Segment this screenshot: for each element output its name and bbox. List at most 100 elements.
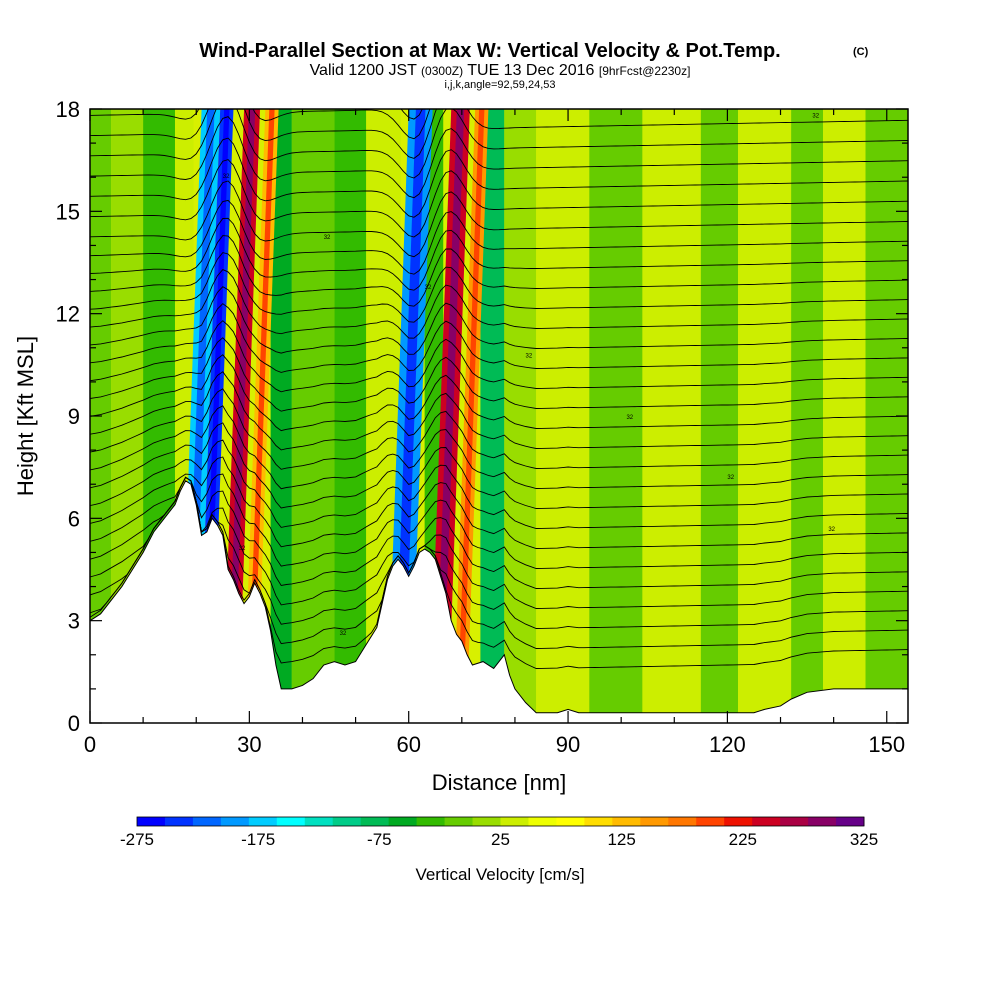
y-axis: 0 3 6 9 12 15 18 (56, 97, 908, 736)
chart-subtitle: Valid 1200 JST (0300Z) TUE 13 Dec 2016 [… (310, 62, 691, 79)
colorbar-swatch (360, 817, 390, 826)
colorbar-swatch (780, 817, 809, 826)
terrain-mask (90, 480, 908, 723)
colorbar-swatch (248, 817, 278, 826)
colorbar-label: 25 (491, 830, 510, 849)
velocity-band-core (226, 109, 256, 723)
theta-contour (90, 235, 908, 307)
colorbar-swatch (137, 817, 166, 826)
colorbar-label: -175 (241, 830, 275, 849)
x-axis: 0 30 60 90 120 150 (84, 109, 905, 757)
colorbar-swatch (276, 817, 306, 826)
theta-contour (90, 476, 908, 649)
theta-contour (90, 439, 908, 529)
theta-contour (90, 354, 908, 432)
velocity-band-core (247, 109, 275, 723)
colorbar-swatch (332, 817, 362, 826)
plot-area: 32 32 32 32 32 32 32 32 32 32 (90, 109, 908, 723)
colorbar-swatch (528, 817, 557, 826)
theta-contour (90, 109, 908, 159)
theta-contour (90, 473, 908, 569)
contour-label: 32 (239, 546, 246, 552)
y-tick-label: 15 (56, 199, 80, 224)
colorbar-swatch (724, 817, 753, 826)
contour-labels: 32 32 32 32 32 32 32 32 32 32 (223, 113, 836, 637)
theta-contour (90, 476, 908, 609)
colorbar-swatch (444, 817, 474, 826)
theta-contour (90, 217, 908, 291)
chart-title: Wind-Parallel Section at Max W: Vertical… (199, 40, 780, 62)
theta-contour (90, 199, 908, 275)
colorbar-label: -75 (367, 830, 392, 849)
y-tick-label: 6 (68, 506, 80, 531)
contour-label: 32 (425, 285, 432, 291)
velocity-stripe (700, 109, 739, 723)
colorbar-swatch (612, 817, 641, 826)
subtitle-utc: (0300Z) (421, 64, 463, 78)
chart-indices: i,j,k,angle=92,59,24,53 (444, 79, 555, 91)
theta-contour (90, 476, 908, 669)
theta-contour (90, 337, 908, 412)
colorbar-swatch (164, 817, 194, 826)
x-tick-label: 30 (237, 732, 261, 757)
contour-label: 32 (727, 475, 734, 481)
theta-contour (90, 180, 908, 258)
theta-contour (90, 303, 908, 373)
x-tick-label: 0 (84, 732, 96, 757)
contour-label: 32 (526, 354, 533, 360)
theta-contour (90, 476, 908, 589)
colorbar-frame (136, 816, 865, 827)
colorbar-swatch (696, 817, 725, 826)
velocity-stripe (270, 109, 292, 723)
colorbar-swatch (640, 817, 669, 826)
y-tick-label: 9 (68, 404, 80, 429)
velocity-stripe (536, 109, 590, 723)
colorbar-label: -275 (120, 830, 154, 849)
velocity-stripe (738, 109, 792, 723)
colorbar-swatch (304, 817, 334, 826)
x-tick-label: 120 (709, 732, 746, 757)
contour-label: 32 (812, 113, 819, 119)
x-tick-label: 90 (556, 732, 580, 757)
velocity-stripe (291, 109, 335, 723)
y-tick-label: 12 (56, 302, 80, 327)
theta-contour (90, 476, 908, 629)
colorbar-swatch (388, 817, 418, 826)
colorbar-swatch (584, 817, 613, 826)
colorbar-label: 325 (850, 830, 878, 849)
title-mark: (C) (853, 46, 869, 58)
theta-contour (90, 422, 908, 509)
theta-contour (90, 371, 908, 451)
contour-label: 32 (340, 631, 347, 637)
theta-contour (90, 159, 908, 238)
colorbar-swatch (556, 817, 585, 826)
colorbar-swatch (500, 817, 529, 826)
colorbar-swatch (808, 817, 837, 826)
theta-contour (90, 269, 908, 339)
theta-contour (90, 456, 908, 549)
y-tick-label: 18 (56, 97, 80, 122)
contour-label: 32 (828, 527, 835, 533)
theta-contour (90, 320, 908, 393)
contour-label: 32 (626, 415, 633, 421)
colorbar-title: Vertical Velocity [cm/s] (415, 865, 584, 884)
theta-contour (90, 137, 908, 218)
colorbar: -275 -175 -75 25 125 225 325 (120, 816, 878, 849)
subtitle-fcst: [9hrFcst@2230z] (599, 64, 691, 78)
subtitle-date: TUE 13 Dec 2016 (467, 62, 594, 79)
velocity-stripe (589, 109, 643, 723)
theta-contour (90, 109, 908, 179)
theta-contour (90, 252, 908, 323)
velocity-stripe (642, 109, 701, 723)
velocity-stripe (823, 109, 866, 723)
colorbar-swatch (668, 817, 697, 826)
theta-contour (90, 388, 908, 470)
theta-contour (90, 286, 908, 355)
contour-label: 32 (324, 235, 331, 241)
colorbar-swatch (836, 817, 865, 826)
y-tick-label: 0 (68, 711, 80, 736)
colorbar-label: 125 (607, 830, 635, 849)
theta-contour (90, 405, 908, 490)
colorbar-swatch (220, 817, 250, 826)
